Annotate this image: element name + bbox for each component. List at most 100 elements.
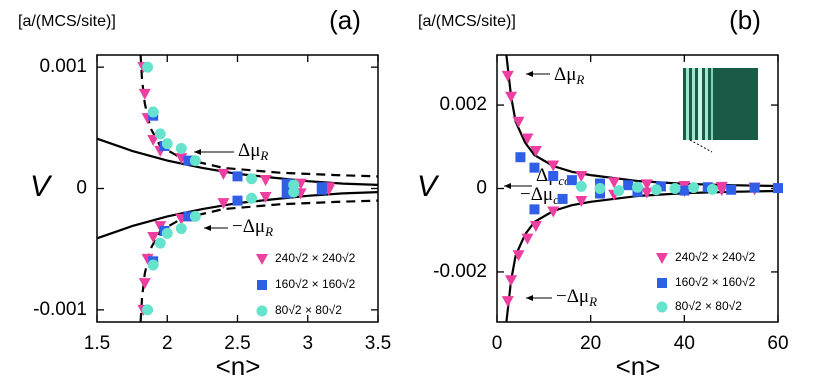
x-axis-label: <n> bbox=[216, 351, 261, 381]
data-point bbox=[288, 186, 300, 198]
data-point bbox=[281, 188, 292, 199]
legend-label: 240√2 × 240√2 bbox=[675, 250, 756, 264]
inset bbox=[683, 68, 758, 153]
data-point bbox=[557, 193, 568, 204]
annotation-main: −Δμ bbox=[232, 216, 265, 237]
x-axis-label: <n> bbox=[616, 351, 661, 381]
data-point bbox=[232, 195, 243, 206]
y-tick-label: 0.001 bbox=[39, 56, 87, 77]
y-axis-label: V bbox=[417, 170, 440, 203]
data-point bbox=[640, 187, 653, 199]
data-point bbox=[529, 145, 542, 157]
annotation: −ΔμR bbox=[232, 216, 273, 239]
data-point bbox=[154, 237, 166, 249]
data-point bbox=[161, 227, 173, 239]
data-point bbox=[281, 178, 292, 189]
data-point bbox=[512, 116, 525, 128]
legend-label: 160√2 × 160√2 bbox=[275, 277, 356, 291]
data-point bbox=[154, 128, 166, 140]
annotation-main: Δμ bbox=[554, 64, 576, 85]
data-point bbox=[521, 233, 534, 245]
annotation-sub: R bbox=[588, 294, 597, 309]
y-tick-label: -0.002 bbox=[433, 261, 487, 282]
data-point bbox=[632, 181, 643, 193]
data-point bbox=[547, 206, 560, 218]
data-point bbox=[688, 182, 700, 194]
data-point bbox=[640, 179, 653, 191]
legend-marker bbox=[656, 301, 668, 313]
data-point bbox=[142, 304, 154, 316]
data-point bbox=[515, 152, 526, 163]
x-tick-label: 2 bbox=[162, 333, 173, 354]
data-point bbox=[706, 183, 718, 195]
unit-label: [a/(MCS/site)] bbox=[418, 13, 516, 30]
data-point bbox=[183, 211, 194, 222]
data-point bbox=[138, 278, 151, 290]
data-point bbox=[529, 221, 542, 233]
data-point bbox=[217, 198, 230, 210]
x-tick-label: 3.5 bbox=[365, 333, 391, 354]
data-point bbox=[259, 175, 272, 187]
data-point bbox=[715, 185, 728, 197]
x-tick-label: 60 bbox=[767, 333, 788, 354]
x-tick-label: 3 bbox=[302, 333, 313, 354]
data-point bbox=[575, 180, 587, 192]
data-point bbox=[501, 296, 514, 308]
data-point bbox=[138, 88, 151, 100]
data-point bbox=[623, 180, 634, 191]
data-point bbox=[147, 232, 160, 244]
legend-label: 240√2 × 240√2 bbox=[275, 251, 356, 265]
data-point bbox=[147, 134, 160, 146]
x-tick-label: 1.5 bbox=[84, 333, 110, 354]
panel-title: (b) bbox=[729, 5, 761, 35]
data-point bbox=[773, 183, 783, 194]
data-point bbox=[547, 160, 560, 172]
data-point bbox=[655, 181, 666, 192]
data-point bbox=[613, 185, 625, 197]
annotation-main: −Δμ bbox=[556, 286, 589, 307]
data-point bbox=[232, 171, 243, 182]
y-tick-label: 0 bbox=[76, 178, 87, 199]
data-point bbox=[669, 183, 681, 194]
data-point bbox=[548, 170, 559, 181]
data-point bbox=[147, 106, 159, 118]
data-point bbox=[575, 170, 588, 182]
annotation-main: −Δμ bbox=[520, 184, 553, 205]
annotation-sub: R bbox=[264, 224, 273, 239]
data-point bbox=[183, 155, 194, 166]
annotation: −ΔμR bbox=[556, 286, 597, 309]
annotation-sub: R bbox=[575, 72, 584, 87]
annotation-sub: R bbox=[259, 148, 268, 163]
data-point bbox=[512, 250, 525, 262]
data-point bbox=[650, 184, 662, 196]
data-point bbox=[505, 91, 518, 103]
data-point bbox=[175, 142, 187, 154]
data-point bbox=[505, 275, 518, 287]
y-tick-label: 0.002 bbox=[439, 94, 487, 115]
data-point bbox=[259, 191, 272, 203]
unit-label: [a/(MCS/site)] bbox=[18, 13, 116, 30]
annotation: ΔμR bbox=[554, 64, 584, 87]
legend-label: 80√2 × 80√2 bbox=[275, 303, 342, 317]
data-point bbox=[189, 155, 201, 167]
y-tick-label: -0.001 bbox=[33, 299, 87, 320]
data-point bbox=[316, 184, 327, 195]
data-point bbox=[575, 196, 588, 208]
legend-marker bbox=[657, 278, 667, 288]
legend-marker bbox=[656, 253, 668, 264]
data-point bbox=[161, 138, 173, 150]
data-point bbox=[175, 223, 187, 235]
data-point bbox=[594, 183, 606, 194]
data-point bbox=[529, 204, 540, 215]
x-tick-label: 40 bbox=[674, 333, 695, 354]
data-point bbox=[521, 133, 534, 145]
y-tick-label: 0 bbox=[476, 178, 487, 199]
x-tick-label: 20 bbox=[580, 333, 601, 354]
legend-marker bbox=[256, 254, 268, 265]
data-point bbox=[501, 70, 514, 82]
data-point bbox=[566, 175, 577, 186]
data-point bbox=[529, 162, 540, 173]
data-point bbox=[217, 168, 230, 180]
data-point bbox=[679, 185, 690, 196]
data-point bbox=[147, 259, 159, 271]
